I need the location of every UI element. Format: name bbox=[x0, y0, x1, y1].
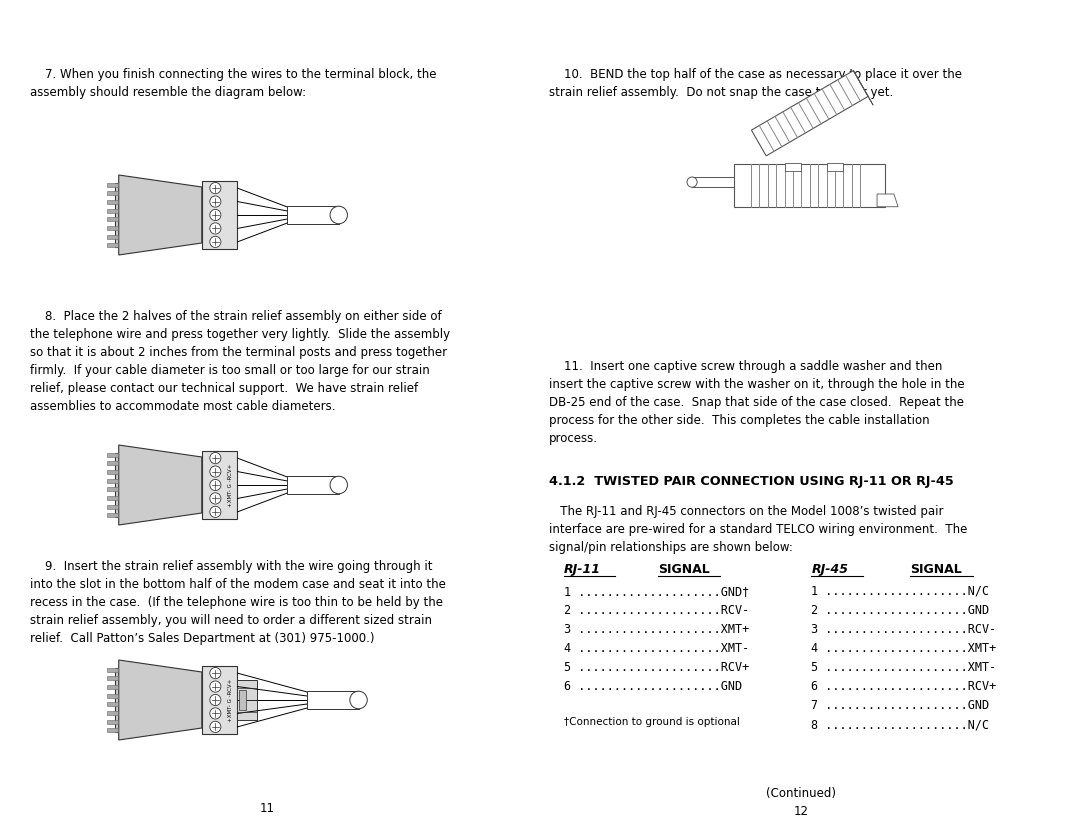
Text: +XMT- G -RCV+: +XMT- G -RCV+ bbox=[228, 464, 233, 507]
Circle shape bbox=[210, 506, 221, 517]
Circle shape bbox=[210, 681, 221, 692]
Text: (Continued): (Continued) bbox=[767, 787, 836, 800]
Circle shape bbox=[210, 480, 221, 490]
Text: +XMT- G -RCV+: +XMT- G -RCV+ bbox=[228, 678, 233, 721]
Bar bbox=[784, 163, 801, 171]
Text: 2 ....................RCV-: 2 ....................RCV- bbox=[564, 604, 750, 617]
Text: 8 ....................N/C: 8 ....................N/C bbox=[811, 718, 989, 731]
Bar bbox=[107, 487, 118, 491]
Bar bbox=[202, 451, 238, 519]
Text: 9.  Insert the strain relief assembly with the wire going through it
into the sl: 9. Insert the strain relief assembly wit… bbox=[29, 560, 446, 645]
Bar bbox=[107, 226, 118, 230]
Bar bbox=[107, 244, 118, 248]
Bar bbox=[107, 200, 118, 204]
Circle shape bbox=[210, 667, 221, 679]
Bar bbox=[287, 476, 339, 494]
Text: 4.1.2  TWISTED PAIR CONNECTION USING RJ-11 OR RJ-45: 4.1.2 TWISTED PAIR CONNECTION USING RJ-1… bbox=[549, 475, 954, 488]
Circle shape bbox=[210, 236, 221, 248]
Text: SIGNAL: SIGNAL bbox=[910, 563, 962, 576]
Text: RJ-11: RJ-11 bbox=[564, 563, 600, 576]
Bar bbox=[107, 720, 118, 724]
Circle shape bbox=[210, 708, 221, 719]
Text: 8.  Place the 2 halves of the strain relief assembly on either side of
the telep: 8. Place the 2 halves of the strain reli… bbox=[29, 310, 449, 413]
Circle shape bbox=[210, 196, 221, 207]
Text: 12: 12 bbox=[794, 805, 809, 818]
Circle shape bbox=[210, 183, 221, 193]
Text: 10.  BEND the top half of the case as necessary to place it over the
strain reli: 10. BEND the top half of the case as nec… bbox=[549, 68, 962, 99]
Bar bbox=[692, 177, 743, 187]
Text: 3 ....................RCV-: 3 ....................RCV- bbox=[811, 623, 997, 636]
Bar bbox=[107, 470, 118, 474]
Circle shape bbox=[210, 209, 221, 221]
Circle shape bbox=[210, 695, 221, 706]
Text: 1 ....................N/C: 1 ....................N/C bbox=[811, 585, 989, 598]
Text: 4 ....................XMT+: 4 ....................XMT+ bbox=[811, 642, 997, 655]
Bar bbox=[107, 728, 118, 732]
Text: 1 ....................GND†: 1 ....................GND† bbox=[564, 585, 750, 598]
Text: The RJ-11 and RJ-45 connectors on the Model 1008’s twisted pair
interface are pr: The RJ-11 and RJ-45 connectors on the Mo… bbox=[549, 505, 968, 554]
Circle shape bbox=[210, 721, 221, 732]
Bar bbox=[107, 208, 118, 213]
Bar bbox=[287, 206, 339, 224]
Bar bbox=[107, 191, 118, 195]
Text: 4 ....................XMT-: 4 ....................XMT- bbox=[564, 642, 750, 655]
Circle shape bbox=[687, 177, 697, 187]
Bar bbox=[202, 182, 238, 249]
Bar bbox=[202, 666, 238, 734]
Bar bbox=[107, 461, 118, 465]
Bar bbox=[826, 163, 843, 171]
Circle shape bbox=[350, 691, 367, 709]
Text: 5 ....................XMT-: 5 ....................XMT- bbox=[811, 661, 997, 674]
Bar bbox=[107, 505, 118, 509]
Polygon shape bbox=[877, 194, 899, 207]
Bar bbox=[107, 685, 118, 689]
Bar bbox=[107, 183, 118, 187]
Bar bbox=[107, 676, 118, 681]
Text: 11.  Insert one captive screw through a saddle washer and then
insert the captiv: 11. Insert one captive screw through a s… bbox=[549, 360, 964, 445]
Text: 3 ....................XMT+: 3 ....................XMT+ bbox=[564, 623, 750, 636]
Bar bbox=[107, 234, 118, 239]
Bar bbox=[107, 496, 118, 500]
Text: 5 ....................RCV+: 5 ....................RCV+ bbox=[564, 661, 750, 674]
Bar bbox=[238, 680, 257, 721]
Polygon shape bbox=[752, 71, 868, 156]
Polygon shape bbox=[119, 445, 202, 525]
Bar bbox=[107, 479, 118, 483]
Bar bbox=[107, 218, 118, 221]
Text: 6 ....................RCV+: 6 ....................RCV+ bbox=[811, 680, 997, 693]
Text: 6 ....................GND: 6 ....................GND bbox=[564, 680, 742, 693]
Circle shape bbox=[330, 476, 348, 494]
Circle shape bbox=[210, 466, 221, 477]
Bar bbox=[107, 702, 118, 706]
Bar bbox=[107, 453, 118, 456]
Text: †Connection to ground is optional: †Connection to ground is optional bbox=[564, 717, 740, 727]
Circle shape bbox=[330, 206, 348, 224]
Text: 11: 11 bbox=[259, 802, 274, 815]
Polygon shape bbox=[853, 71, 873, 105]
Bar bbox=[107, 694, 118, 698]
Polygon shape bbox=[119, 175, 202, 255]
Bar bbox=[107, 514, 118, 517]
Text: 2 ....................GND: 2 ....................GND bbox=[811, 604, 989, 617]
Polygon shape bbox=[734, 164, 886, 207]
Bar bbox=[107, 667, 118, 671]
Bar bbox=[307, 691, 359, 709]
Bar bbox=[240, 690, 246, 710]
Text: RJ-45: RJ-45 bbox=[811, 563, 848, 576]
Circle shape bbox=[210, 223, 221, 234]
Bar bbox=[107, 711, 118, 715]
Bar bbox=[114, 453, 120, 517]
Bar bbox=[114, 183, 120, 247]
Text: SIGNAL: SIGNAL bbox=[658, 563, 710, 576]
Circle shape bbox=[210, 453, 221, 464]
Polygon shape bbox=[119, 660, 202, 740]
Text: 7 ....................GND: 7 ....................GND bbox=[811, 699, 989, 712]
Text: 7. When you finish connecting the wires to the terminal block, the
assembly shou: 7. When you finish connecting the wires … bbox=[29, 68, 436, 99]
Circle shape bbox=[210, 493, 221, 504]
Bar bbox=[114, 668, 120, 732]
